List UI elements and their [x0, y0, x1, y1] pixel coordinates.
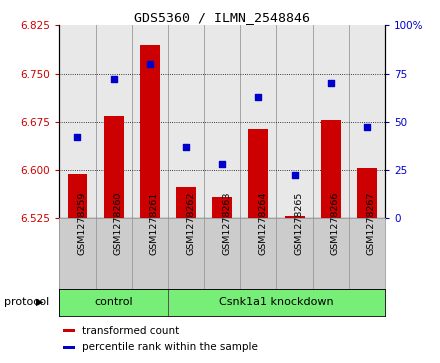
- Title: GDS5360 / ILMN_2548846: GDS5360 / ILMN_2548846: [134, 11, 310, 24]
- Text: GSM1278260: GSM1278260: [114, 192, 123, 255]
- Text: GSM1278262: GSM1278262: [186, 192, 195, 255]
- Text: GSM1278263: GSM1278263: [222, 192, 231, 255]
- Bar: [240, 25, 276, 218]
- Text: GSM1278259: GSM1278259: [77, 192, 87, 255]
- Bar: [59, 25, 95, 218]
- Bar: [321, 120, 341, 218]
- Bar: [357, 168, 377, 218]
- Point: [219, 161, 226, 167]
- Text: GSM1278267: GSM1278267: [367, 192, 376, 255]
- Bar: [59, 289, 168, 316]
- Bar: [62, 346, 75, 349]
- Bar: [285, 216, 304, 218]
- Text: GSM1278264: GSM1278264: [258, 192, 268, 255]
- Bar: [212, 197, 232, 218]
- Point: [183, 144, 190, 150]
- Text: protocol: protocol: [4, 297, 50, 307]
- Text: ▶: ▶: [36, 297, 44, 307]
- Point: [363, 125, 370, 130]
- Bar: [204, 25, 240, 218]
- Point: [255, 94, 262, 99]
- Bar: [104, 117, 124, 218]
- Text: GSM1278266: GSM1278266: [331, 192, 340, 255]
- Bar: [313, 25, 349, 218]
- Text: GSM1278261: GSM1278261: [150, 192, 159, 255]
- Bar: [349, 25, 385, 218]
- Bar: [132, 25, 168, 218]
- Bar: [62, 329, 75, 332]
- Point: [291, 172, 298, 178]
- Point: [327, 80, 334, 86]
- Text: control: control: [94, 297, 133, 307]
- Bar: [176, 187, 196, 218]
- Bar: [95, 25, 132, 218]
- Text: Csnk1a1 knockdown: Csnk1a1 knockdown: [219, 297, 334, 307]
- Point: [110, 76, 117, 82]
- Bar: [276, 25, 313, 218]
- Bar: [140, 45, 160, 218]
- Text: transformed count: transformed count: [82, 326, 179, 336]
- Bar: [249, 129, 268, 218]
- Text: percentile rank within the sample: percentile rank within the sample: [82, 342, 257, 352]
- Bar: [168, 25, 204, 218]
- Bar: [168, 289, 385, 316]
- Point: [74, 134, 81, 140]
- Point: [147, 61, 154, 67]
- Bar: [68, 174, 88, 218]
- Text: GSM1278265: GSM1278265: [294, 192, 304, 255]
